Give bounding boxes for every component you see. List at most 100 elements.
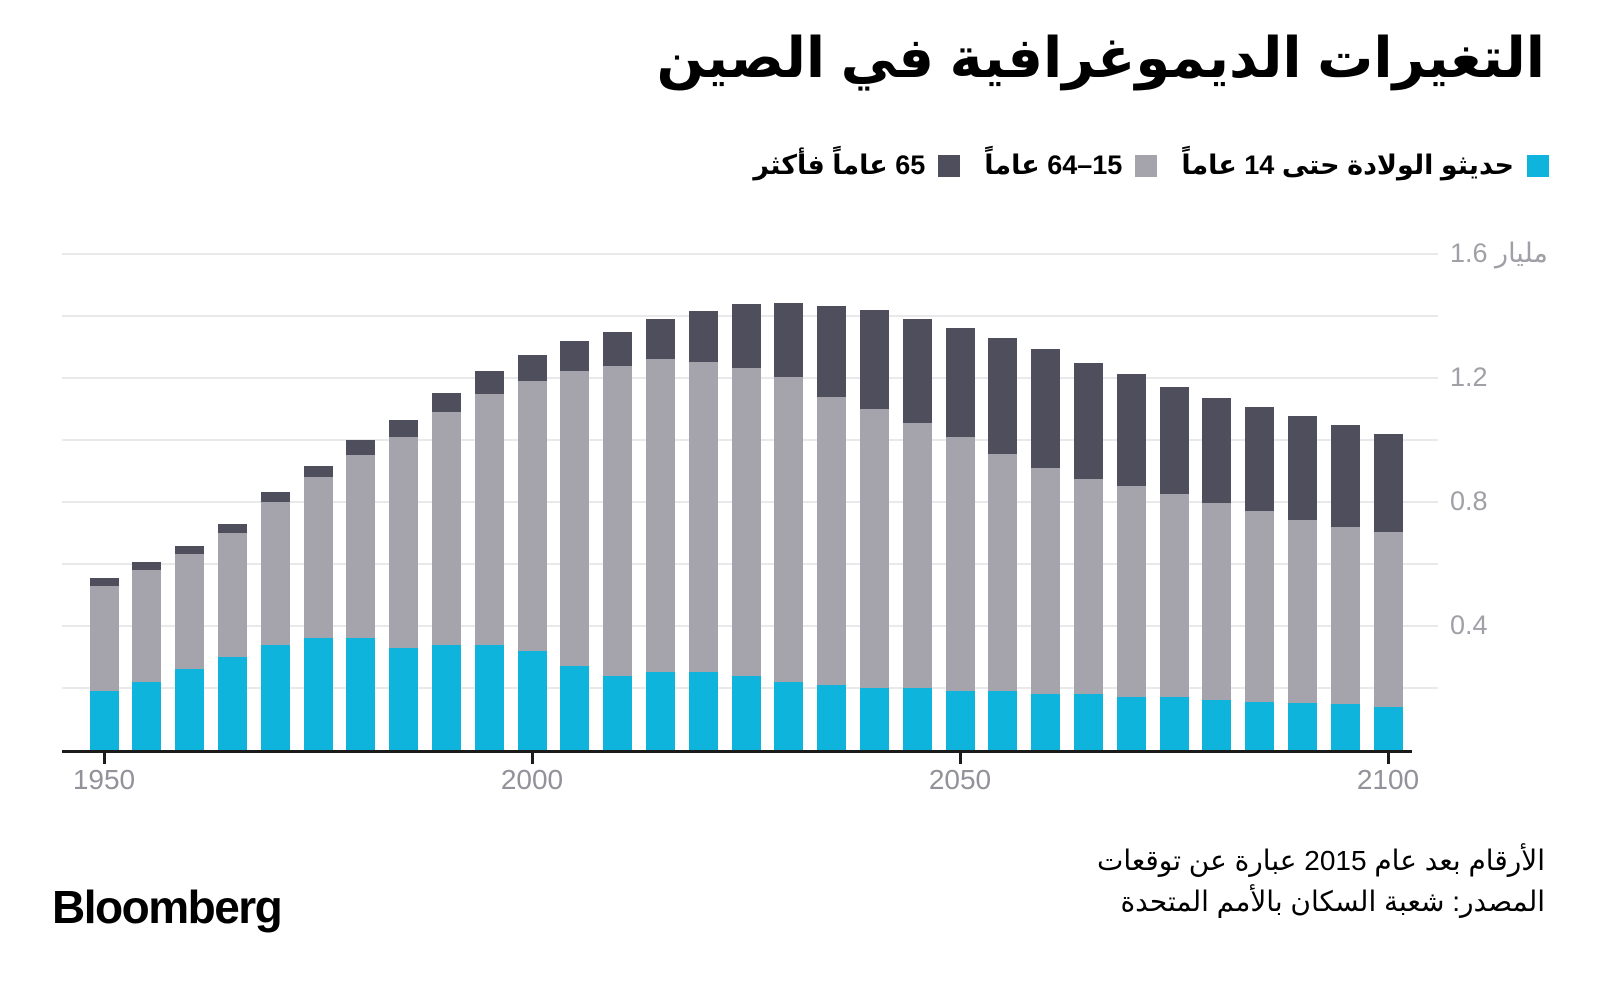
bar-2005 xyxy=(560,341,590,750)
chart-title: التغيرات الديموغرافية في الصين xyxy=(656,26,1545,89)
bar-1975 xyxy=(303,466,333,750)
chart-legend: حديثو الولادة حتى 14 عاماً 15–64 عاماً 6… xyxy=(753,150,1549,181)
y-axis-label-0.8: 0.8 xyxy=(1450,486,1488,516)
bar-2065-segment xyxy=(1073,363,1103,479)
bar-1965 xyxy=(217,524,247,750)
bar-2080-segment xyxy=(1202,398,1232,503)
bar-2010-segment xyxy=(603,676,633,750)
x-axis-label-2100: 2100 xyxy=(1356,764,1420,795)
bar-2045 xyxy=(902,319,932,750)
bar-1980-segment xyxy=(346,455,376,638)
bar-1995 xyxy=(474,371,504,750)
bar-2090-segment xyxy=(1287,520,1317,703)
legend-label-age-0-14: حديثو الولادة حتى 14 عاماً xyxy=(1181,150,1514,180)
bar-2040 xyxy=(859,310,889,750)
bar-1995-segment xyxy=(474,371,504,394)
bar-2055-segment xyxy=(988,454,1018,691)
bar-2095-segment xyxy=(1330,704,1360,750)
x-axis-tick-2050 xyxy=(958,752,962,764)
bar-2060 xyxy=(1031,349,1061,750)
x-axis-tick-1950 xyxy=(102,752,106,764)
bar-2095-segment xyxy=(1330,527,1360,704)
bar-1985-segment xyxy=(389,420,419,437)
bar-2075 xyxy=(1159,387,1189,750)
bar-2025-segment xyxy=(731,304,761,368)
bar-1985-segment xyxy=(389,648,419,750)
bar-2010 xyxy=(603,332,633,750)
bar-2020-segment xyxy=(688,311,718,362)
bar-2065-segment xyxy=(1073,479,1103,694)
footnote-projection-note: الأرقام بعد عام 2015 عبارة عن توقعات xyxy=(1096,845,1545,876)
bar-2015-segment xyxy=(645,359,675,672)
bar-2015-segment xyxy=(645,319,675,359)
bar-2040-segment xyxy=(859,310,889,409)
x-axis-tick-2000 xyxy=(530,752,534,764)
bar-1960 xyxy=(175,546,205,750)
bar-2100 xyxy=(1373,434,1403,750)
bar-2085 xyxy=(1245,407,1275,750)
x-axis-line xyxy=(62,750,1412,753)
bar-2045-segment xyxy=(902,423,932,688)
x-axis-label-1950: 1950 xyxy=(72,764,136,795)
bar-2035-segment xyxy=(817,685,847,750)
bar-1970-segment xyxy=(260,492,290,502)
legend-swatch-age-15-64-icon xyxy=(1135,154,1158,177)
bar-1990-segment xyxy=(431,412,461,645)
bar-2045-segment xyxy=(902,688,932,750)
bar-2000-segment xyxy=(517,355,547,381)
legend-item-age-15-64: 15–64 عاماً xyxy=(984,150,1158,181)
bar-2015-segment xyxy=(645,672,675,750)
bar-2065-segment xyxy=(1073,694,1103,750)
bar-1965-segment xyxy=(217,657,247,750)
x-axis-label-2000: 2000 xyxy=(500,764,564,795)
bar-1970-segment xyxy=(260,645,290,750)
bar-2055 xyxy=(988,338,1018,750)
bar-2085-segment xyxy=(1245,702,1275,750)
bar-1975-segment xyxy=(303,466,333,477)
bar-2055-segment xyxy=(988,691,1018,750)
bar-1950-segment xyxy=(89,691,119,750)
bar-2025 xyxy=(731,304,761,750)
bar-2050-segment xyxy=(945,437,975,691)
bar-2070-segment xyxy=(1116,486,1146,697)
bar-2055-segment xyxy=(988,338,1018,454)
bar-2020-segment xyxy=(688,362,718,672)
bar-2085-segment xyxy=(1245,407,1275,511)
bar-1985-segment xyxy=(389,437,419,648)
bar-1980 xyxy=(346,440,376,750)
bar-1955-segment xyxy=(132,570,162,682)
bar-1975-segment xyxy=(303,477,333,638)
bar-2090-segment xyxy=(1287,703,1317,750)
bar-2065 xyxy=(1073,363,1103,750)
bar-2005-segment xyxy=(560,341,590,371)
legend-swatch-age-65-plus-icon xyxy=(938,154,961,177)
bar-1955 xyxy=(132,562,162,750)
bar-2035-segment xyxy=(817,306,847,397)
bar-2060-segment xyxy=(1031,468,1061,694)
bar-2045-segment xyxy=(902,319,932,423)
bar-1995-segment xyxy=(474,394,504,645)
bar-2100-segment xyxy=(1373,532,1403,707)
bar-2085-segment xyxy=(1245,511,1275,702)
bar-2095-segment xyxy=(1330,425,1360,527)
bar-2075-segment xyxy=(1159,387,1189,494)
footnote-source: المصدر: شعبة السكان بالأمم المتحدة xyxy=(1120,886,1545,917)
gridline xyxy=(62,253,1438,255)
bar-2025-segment xyxy=(731,368,761,676)
bar-2030-segment xyxy=(774,682,804,750)
bar-1975-segment xyxy=(303,638,333,750)
legend-item-age-65-plus: 65 عاماً فأكثر xyxy=(753,150,961,181)
bar-2005-segment xyxy=(560,371,590,666)
bar-1990 xyxy=(431,393,461,750)
bar-1950-segment xyxy=(89,578,119,586)
bar-2060-segment xyxy=(1031,349,1061,468)
bar-2090 xyxy=(1287,416,1317,750)
bar-2005-segment xyxy=(560,666,590,750)
y-axis-label-1.6: 1.6 مليار xyxy=(1450,238,1548,268)
bloomberg-logo: Bloomberg xyxy=(52,881,283,933)
bar-1980-segment xyxy=(346,440,376,455)
x-axis-label-2050: 2050 xyxy=(928,764,992,795)
bar-2090-segment xyxy=(1287,416,1317,520)
bar-2100-segment xyxy=(1373,707,1403,750)
